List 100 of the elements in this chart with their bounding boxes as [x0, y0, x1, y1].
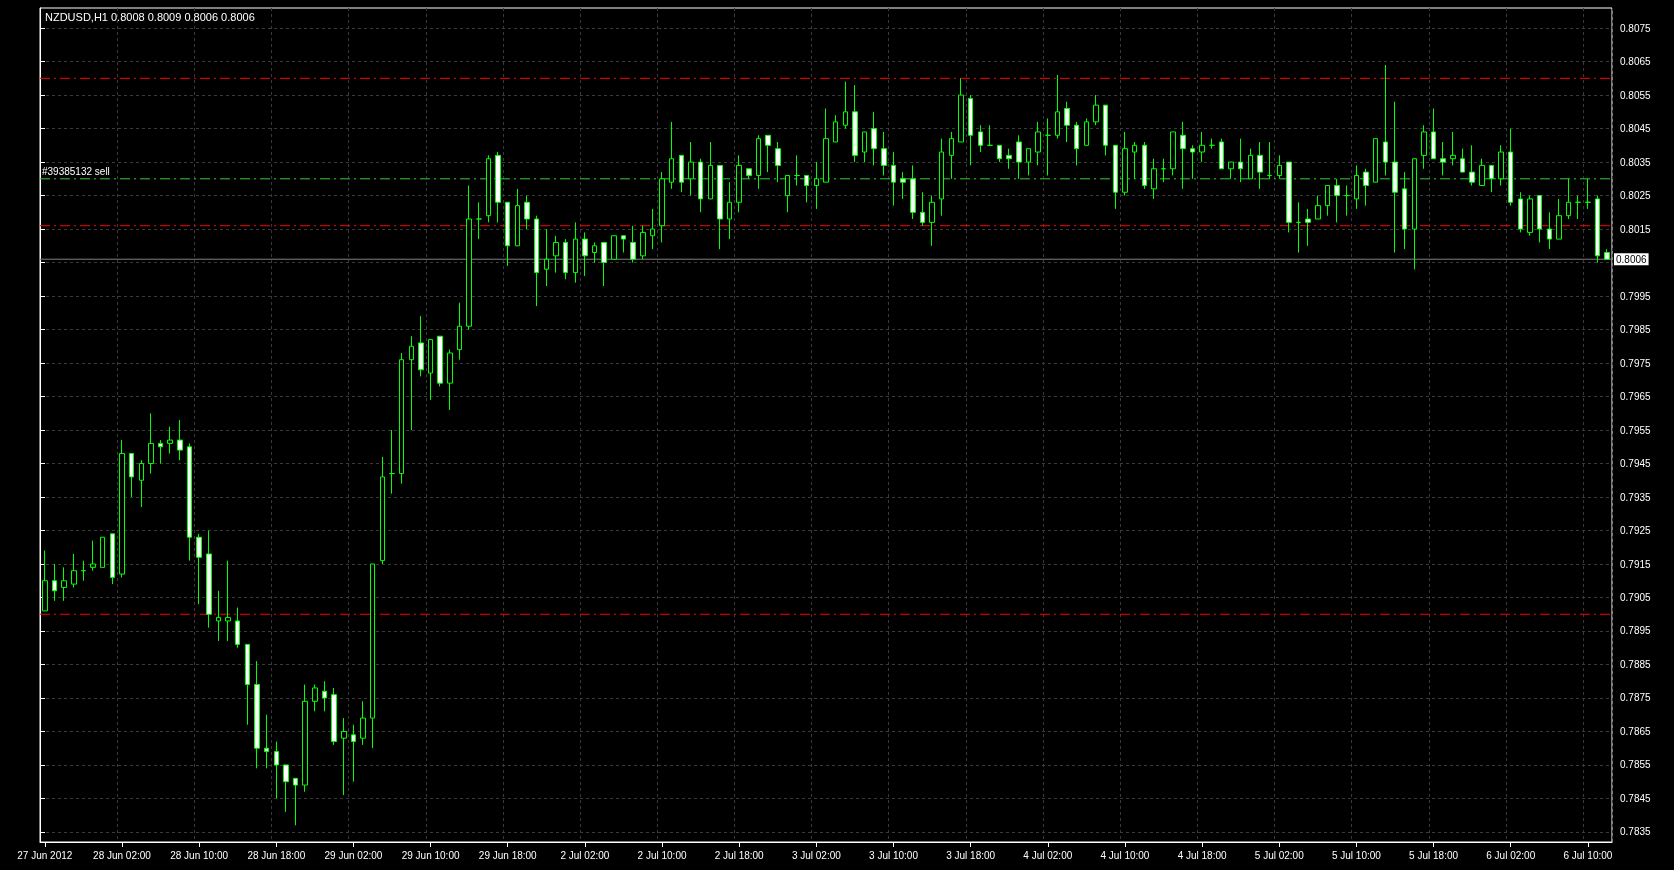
x-tick-label: 5 Jul 02:00	[1254, 849, 1305, 861]
candlestick	[245, 643, 250, 726]
y-tick-label: 0.7835	[1620, 826, 1652, 838]
candlestick	[1508, 128, 1513, 207]
candlestick	[1267, 141, 1272, 180]
y-tick-label: 0.7855	[1620, 759, 1652, 771]
candlestick	[1421, 124, 1427, 170]
candlestick	[206, 530, 212, 629]
candlestick	[929, 195, 935, 247]
ref-line-label: 0.8006	[1616, 253, 1648, 265]
x-tick-label: 6 Jul 10:00	[1563, 849, 1613, 861]
candlestick	[293, 777, 298, 826]
y-tick-label: 0.7955	[1620, 424, 1652, 436]
candlestick	[100, 536, 105, 568]
candlestick	[1219, 138, 1224, 170]
candlestick	[1305, 208, 1311, 247]
x-tick-label: 5 Jul 10:00	[1331, 849, 1382, 861]
candlestick	[621, 235, 626, 254]
candlestick	[1440, 141, 1446, 176]
candlestick	[1402, 171, 1407, 250]
candlestick	[910, 164, 916, 220]
x-tick-label: 4 Jul 10:00	[1100, 849, 1150, 861]
candlestick	[1566, 178, 1571, 220]
candlestick	[1383, 64, 1388, 176]
x-tick-label: 3 Jul 18:00	[946, 849, 996, 861]
x-tick-label: 4 Jul 02:00	[1023, 849, 1073, 861]
candlestick	[61, 566, 67, 602]
candlestick	[582, 231, 588, 277]
candlestick	[341, 717, 347, 796]
candlestick	[823, 107, 829, 183]
candlestick	[52, 563, 57, 602]
candlestick	[1190, 144, 1195, 180]
candlestick	[1595, 195, 1600, 264]
candlestick	[1392, 101, 1398, 254]
candlestick	[1344, 185, 1350, 217]
candlestick	[235, 607, 240, 649]
candlestick	[129, 452, 134, 498]
y-tick-label: 0.7985	[1620, 324, 1652, 336]
candlestick	[833, 114, 838, 143]
x-tick-label: 27 Jun 2012	[17, 849, 73, 861]
candlestick	[968, 94, 973, 166]
candlestick	[862, 131, 867, 163]
candlestick	[1537, 195, 1542, 243]
y-tick-label: 0.7915	[1620, 558, 1652, 570]
candlestick	[447, 349, 453, 411]
candlestick	[746, 168, 752, 180]
candlestick	[1575, 195, 1581, 220]
candlestick	[418, 315, 424, 377]
candlestick	[708, 141, 713, 200]
y-tick-label: 0.7975	[1620, 357, 1652, 369]
candlestick	[1035, 121, 1041, 166]
candlestick	[351, 724, 356, 783]
candlestick	[42, 550, 48, 612]
candlestick	[1354, 164, 1359, 210]
candlestick	[987, 124, 993, 146]
candlestick	[187, 442, 192, 562]
candlestick	[592, 241, 597, 264]
x-tick-label: 4 Jul 18:00	[1177, 849, 1228, 861]
candlestick	[505, 201, 510, 267]
x-tick-label: 29 Jun 02:00	[324, 849, 383, 861]
candlestick	[428, 339, 433, 401]
candlestick	[1257, 141, 1263, 190]
candlestick	[457, 302, 462, 361]
candlestick	[322, 680, 327, 712]
candlestick	[794, 154, 800, 187]
candlestick	[476, 201, 482, 240]
candlestick	[71, 553, 77, 588]
candlestick	[1460, 148, 1465, 173]
candlestick	[302, 684, 308, 793]
candlestick	[1045, 118, 1051, 176]
y-tick-label: 0.8035	[1620, 156, 1652, 168]
candlestick	[1055, 74, 1060, 140]
y-tick-label: 0.8065	[1620, 56, 1652, 68]
candlestick	[466, 185, 472, 331]
candlestick	[717, 164, 723, 250]
candlestick	[177, 419, 183, 461]
candlestick	[370, 563, 375, 749]
candlestick	[1286, 161, 1292, 233]
candlestick	[1547, 211, 1552, 250]
y-tick-label: 0.7865	[1620, 725, 1652, 737]
candlestick	[167, 426, 173, 454]
candlestick	[1122, 131, 1128, 197]
candlestick	[110, 533, 115, 585]
candlestick	[1248, 148, 1253, 180]
candlestick	[852, 84, 858, 163]
candlestick	[1238, 138, 1243, 183]
candlestick	[563, 238, 568, 280]
candlestick	[1016, 134, 1022, 180]
candlestick	[1518, 191, 1523, 233]
x-tick-label: 2 Jul 18:00	[714, 849, 765, 861]
y-tick-label: 0.7885	[1620, 658, 1652, 670]
candlestick	[312, 684, 318, 712]
x-tick-label: 3 Jul 10:00	[869, 849, 919, 861]
y-tick-label: 0.8075	[1620, 22, 1652, 34]
candlestick	[939, 138, 944, 217]
y-tick-label: 0.7925	[1620, 525, 1652, 537]
candlestick	[1151, 158, 1157, 200]
x-tick-label: 28 Jun 02:00	[93, 849, 152, 861]
candlestick	[544, 228, 549, 287]
y-tick-label: 0.7895	[1620, 625, 1652, 637]
